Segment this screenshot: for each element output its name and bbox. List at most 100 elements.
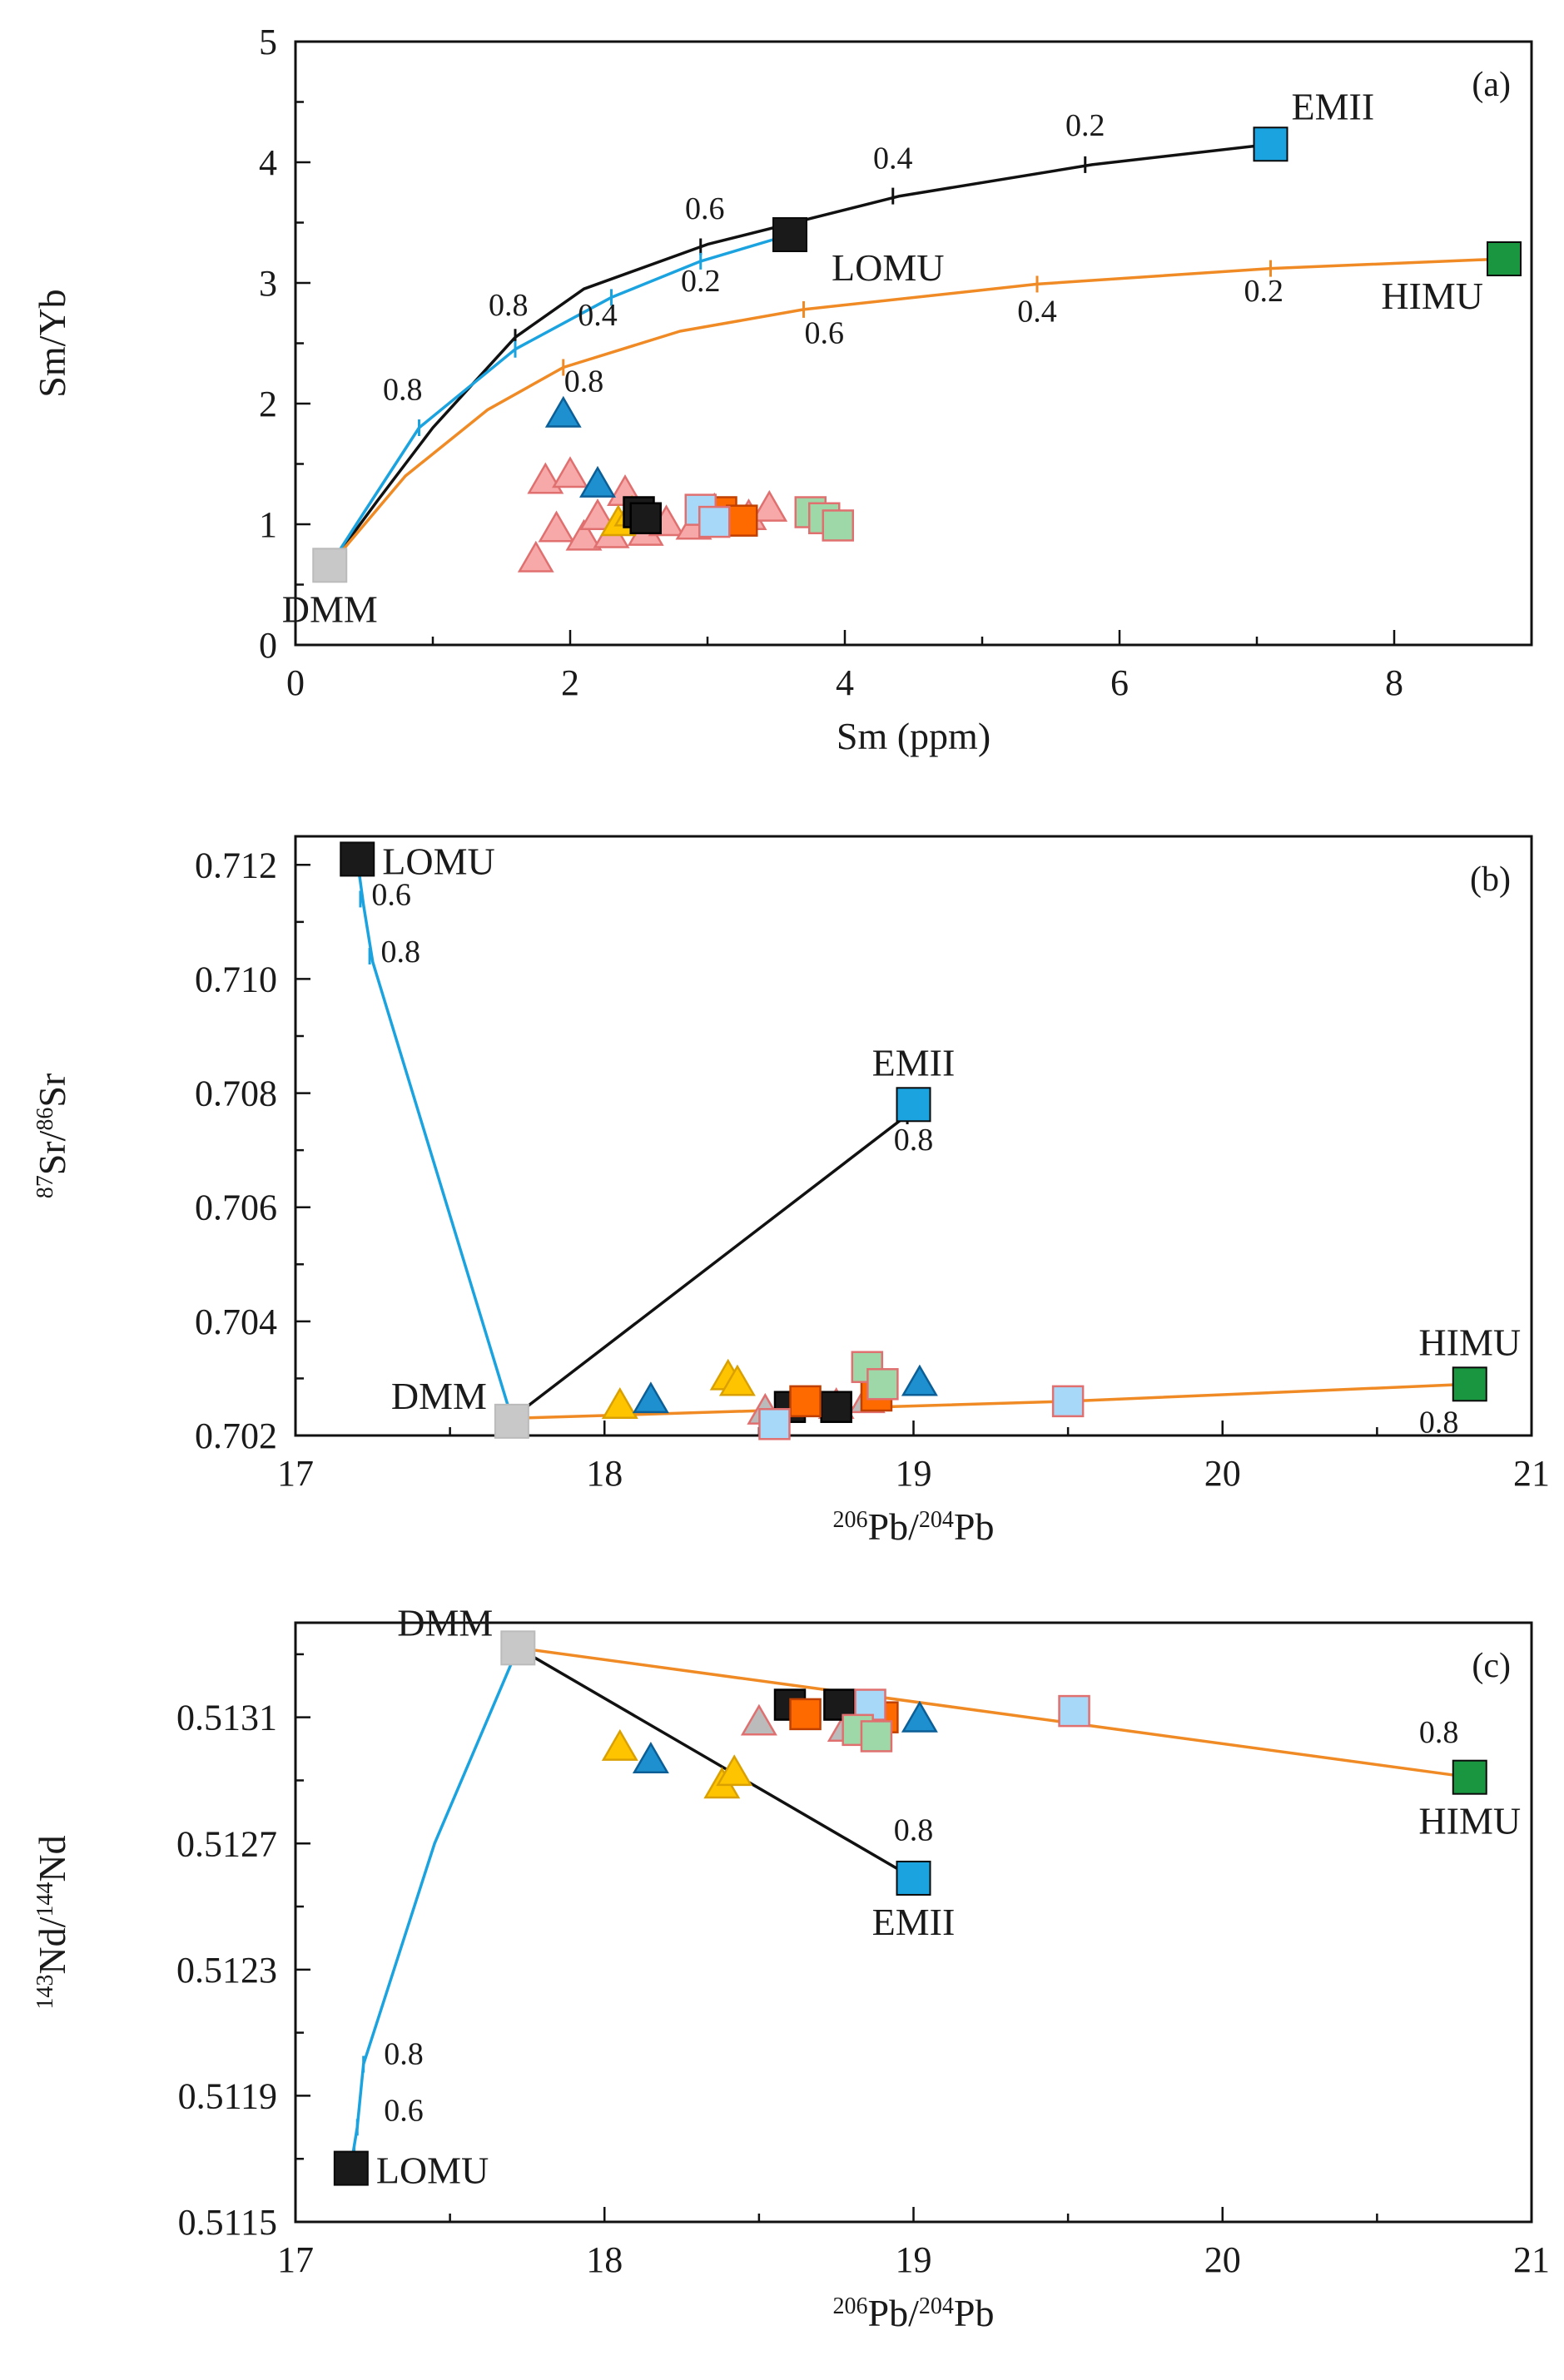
end-member-label: DMM [397,1601,493,1644]
mixing-curve-dmm-himu [518,1646,1471,1779]
x-axis-end: Pb [954,1505,995,1548]
mixing-fraction-label: 0.8 [1419,1715,1459,1750]
x-tick-label: 19 [896,1453,932,1494]
data-point-square [1051,1385,1085,1418]
data-point-triangle [601,1387,638,1419]
mixing-fraction-label: 0.8 [894,1812,934,1847]
data-point-triangle [527,462,564,494]
y-tick-label: 0.5115 [178,2202,277,2243]
mixing-fraction-label: 0.2 [1244,274,1284,309]
x-tick-label: 18 [586,2239,623,2280]
panel-b: 17 18 19 20 21 0.702 0.704 0.706 0.708 0.710 0.712… [31,835,1550,1548]
y-axis-sup-1: 143 [32,1975,58,2010]
data-point-triangle [901,1364,938,1396]
data-point-triangle [552,456,588,488]
data-point-triangle [538,510,575,543]
data-point-square [698,505,731,538]
mixing-fraction-label: 0.8 [380,935,420,969]
data-point-square [1058,1694,1090,1728]
end-member-label: LOMU [376,2149,489,2192]
end-member-emii [896,1087,931,1123]
panel-label: (c) [1472,1647,1511,1685]
y-tick-label: 0.710 [195,959,277,999]
data-point-triangle [517,540,554,573]
end-member-label: LOMU [832,246,944,289]
mixing-curve-dmm-emii [517,1646,915,1880]
end-member-dmm [312,548,348,583]
x-tick-label: 21 [1513,1453,1550,1494]
mixing-fraction-label: 0.6 [685,191,725,226]
data-point-square [726,504,758,537]
x-tick-label: 6 [1110,662,1129,703]
data-point-triangle [579,498,616,530]
end-member-label: EMII [1292,85,1375,127]
end-member-lomu [340,841,375,877]
y-tick-label: 3 [259,263,277,304]
data-point-triangle [579,465,616,498]
x-axis-end: Pb [954,2292,995,2334]
y-axis-title: Sm/Yb [31,289,73,397]
panel-c: 17 18 19 20 21 0.5115 0.5119 0.5123 0.5127 0.5131… [31,1601,1550,2334]
y-tick-label: 0.706 [195,1188,277,1228]
end-member-label: DMM [282,588,378,630]
y-axis-sup-2: 86 [32,1108,58,1131]
mixing-fraction-label: 0.8 [1419,1406,1459,1440]
mixing-fraction-label: 0.4 [1017,294,1057,329]
end-member-label: HIMU [1418,1800,1521,1842]
y-axis-end: Nd [31,1835,73,1882]
mixing-fraction-label: 0.8 [894,1123,934,1158]
data-point-triangle [740,1703,777,1736]
x-tick-label: 8 [1385,662,1403,703]
y-tick-label: 0.712 [195,845,277,885]
data-point-square [860,1720,893,1753]
mixing-fraction-label: 0.8 [564,364,604,399]
x-tick-label: 20 [1204,2239,1241,2280]
end-member-label: LOMU [382,840,494,882]
x-axis-sup-1: 206 [833,1507,868,1533]
mixing-fraction-label: 0.4 [578,298,618,333]
data-point-triangle [544,395,582,428]
end-member-label: HIMU [1418,1321,1521,1363]
mixing-curve-dmm-lomu [350,1647,519,2166]
y-axis-mid: Sr/ [31,1130,73,1175]
y-axis-sup-1: 87 [32,1175,58,1198]
data-point-triangle [901,1700,938,1733]
x-tick-label: 20 [1204,1453,1241,1494]
y-axis-title: 143Nd/144Nd [31,1835,73,2009]
end-member-label: EMII [872,1901,956,1943]
mixing-curve-dmm-emii [328,142,1271,567]
end-member-lomu [772,217,807,252]
x-tick-label: 0 [286,662,305,703]
y-tick-label: 0.704 [195,1302,277,1342]
end-member-emii [1253,126,1288,162]
x-tick-label: 19 [896,2239,932,2280]
x-axis-title: 206Pb/204Pb [833,1505,995,1548]
x-tick-label: 17 [277,2239,314,2280]
data-point-square [758,1408,791,1440]
x-axis-mid: Pb/ [868,1505,920,1548]
y-tick-label: 0.708 [195,1073,277,1114]
y-tick-label: 0.702 [195,1416,277,1456]
data-point-square [629,502,662,534]
data-point-square [822,509,854,542]
data-point-triangle [565,518,603,551]
data-point-triangle [632,1742,669,1773]
y-tick-label: 0.5131 [176,1698,277,1738]
mixing-fraction-label: 0.6 [371,877,411,912]
end-member-dmm [500,1630,536,1666]
data-point-square [820,1391,852,1423]
end-member-himu [1452,1759,1487,1795]
mixing-fraction-label: 0.2 [1065,108,1105,143]
mixing-curve-dmm-himu [511,1382,1470,1421]
y-tick-label: 2 [259,384,277,424]
y-tick-label: 0 [259,625,277,666]
end-member-lomu [333,2150,369,2186]
x-tick-label: 18 [586,1453,623,1494]
y-tick-label: 1 [259,504,277,545]
end-member-himu [1452,1366,1487,1402]
end-member-label: EMII [872,1041,956,1083]
data-point-triangle [718,1364,756,1396]
data-point-square [866,1368,899,1401]
x-axis-mid: Pb/ [868,2292,920,2334]
mixing-curve-dmm-himu [328,257,1505,567]
